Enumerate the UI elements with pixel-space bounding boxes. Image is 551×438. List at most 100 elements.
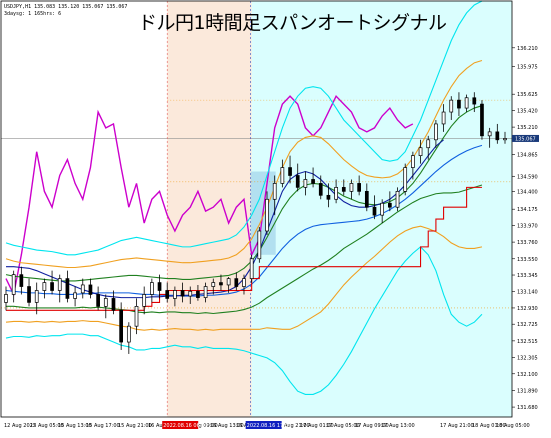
candle — [480, 103, 484, 137]
candle — [119, 309, 124, 343]
candle — [27, 286, 31, 303]
candle — [349, 183, 354, 192]
candle — [372, 206, 377, 216]
candle — [257, 230, 262, 260]
x-tick-label: 15 Aug 21:00 — [118, 423, 152, 429]
x-tick-label: 17 Aug 05:00 — [326, 423, 360, 429]
page-title: ドル円1時間足スパンオートシグナル — [138, 12, 447, 34]
series-navy_ma — [6, 139, 444, 299]
candle — [311, 179, 315, 184]
candle — [272, 183, 277, 200]
x-tick-label: 17 Aug 01:00 — [300, 423, 334, 429]
y-tick-label: 134.865 — [517, 152, 538, 158]
current-price-label: 135.067 — [515, 136, 536, 142]
y-tick-label: 135.625 — [517, 92, 538, 98]
series-orange_upper — [5, 59, 483, 269]
candle — [142, 294, 147, 307]
candle — [249, 258, 254, 279]
y-tick-label: 131.680 — [517, 405, 538, 411]
candle — [211, 282, 216, 287]
candle — [418, 147, 423, 157]
y-tick-label: 132.725 — [517, 322, 538, 328]
candle — [134, 306, 139, 327]
series-orange_lower — [5, 225, 483, 331]
candle — [380, 202, 385, 216]
y-tick-label: 132.305 — [517, 356, 538, 362]
candle — [295, 175, 300, 188]
candle — [42, 282, 47, 291]
candle — [265, 198, 269, 232]
candle — [411, 155, 415, 168]
series-magenta — [5, 94, 414, 297]
x-tick-label: 17 Aug 21:00 — [440, 423, 474, 429]
candle — [341, 187, 346, 192]
y-tick-label: 133.970 — [517, 223, 538, 229]
candle — [395, 191, 400, 208]
x-tick-label: 18 Aug 01:00 — [472, 423, 506, 429]
candle — [73, 292, 77, 299]
y-tick-label: 132.515 — [517, 339, 538, 345]
symbol-line: USDJPY,H1 135.083 135.120 135.067 135.06… — [4, 4, 128, 10]
candle — [318, 183, 323, 196]
candle — [165, 290, 170, 299]
candle — [457, 99, 461, 109]
x-marker-label: 2022.08.16 17:00 — [247, 423, 292, 429]
candle — [57, 278, 62, 291]
candle — [157, 282, 162, 291]
candle — [303, 179, 308, 188]
candle — [387, 202, 392, 208]
y-tick-label: 131.890 — [517, 388, 538, 394]
candle — [326, 194, 331, 200]
candle — [50, 282, 54, 291]
candle — [173, 290, 177, 299]
candle — [34, 290, 39, 303]
candle — [150, 282, 154, 295]
candle — [449, 99, 454, 113]
series-cyan_lower — [5, 246, 483, 395]
candle — [503, 138, 507, 141]
candle — [219, 282, 223, 286]
y-tick-label: 134.400 — [517, 189, 538, 195]
series-green_upper — [5, 105, 483, 282]
candle — [19, 274, 24, 287]
candle — [80, 284, 85, 294]
candle — [65, 278, 70, 299]
series-green_lower — [6, 184, 483, 315]
x-tick-label: 16 Aug 21:00 — [276, 423, 310, 429]
y-tick-label: 135.210 — [517, 125, 538, 131]
x-tick-label: 15 Aug 17:00 — [86, 423, 120, 429]
x-tick-label: 12 Aug 2022 — [4, 423, 36, 429]
x-tick-label: 16 Aug 09:00 — [184, 423, 218, 429]
y-tick-label: 133.345 — [517, 273, 538, 279]
candle — [126, 325, 131, 343]
candle — [88, 284, 93, 295]
y-tick-label: 134.175 — [517, 207, 538, 213]
candle — [357, 183, 361, 192]
candle — [203, 286, 208, 298]
candle — [364, 191, 369, 208]
x-marker-badge — [162, 421, 199, 429]
candle — [464, 97, 469, 109]
candle — [426, 139, 431, 149]
candle — [334, 187, 338, 200]
candle — [434, 123, 438, 141]
candle — [188, 290, 193, 297]
candle — [403, 167, 408, 192]
candle — [495, 131, 500, 141]
x-tick-label: 17 Aug 09:00 — [355, 423, 389, 429]
x-tick-label: 15 Aug 05:00 — [30, 423, 64, 429]
y-tick-label: 135.975 — [517, 64, 538, 70]
y-tick-label: 132.930 — [517, 306, 538, 312]
x-tick-label: 15 Aug 13:00 — [58, 423, 92, 429]
y-tick-label: 133.550 — [517, 257, 538, 263]
candle — [472, 97, 477, 105]
candle — [111, 298, 116, 311]
candle — [487, 131, 492, 137]
candle — [11, 274, 16, 295]
candle — [441, 111, 446, 125]
candle — [226, 278, 231, 286]
candle — [4, 294, 8, 303]
y-tick-label: 133.760 — [517, 240, 538, 246]
